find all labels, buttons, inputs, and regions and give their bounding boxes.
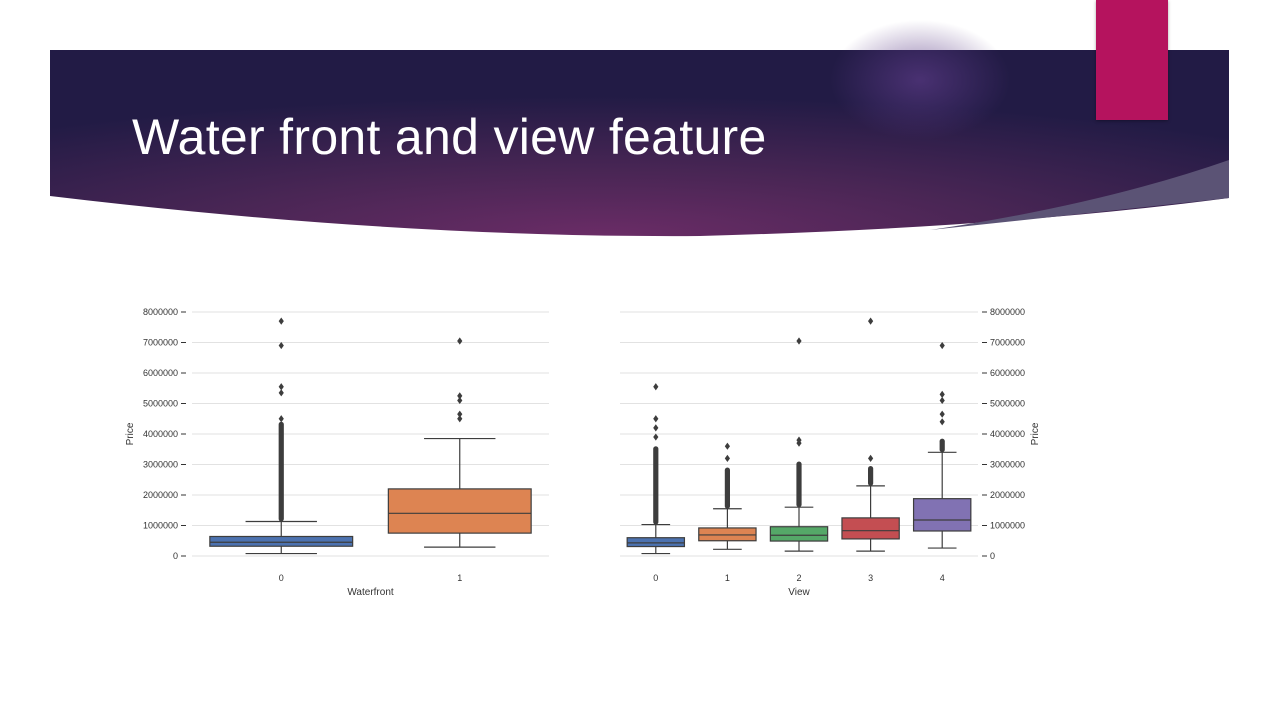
outlier-band-1 (724, 467, 730, 509)
y-axis-label: Price (125, 422, 136, 445)
x-tick-label-0: 0 (653, 573, 658, 583)
slide-title: Water front and view feature (132, 109, 767, 165)
y-tick-label-7: 7000000 (143, 338, 178, 348)
iqr-box-1 (698, 527, 757, 542)
y-tick-label-0: 0 (990, 551, 995, 561)
outlier-point-4-4 (939, 341, 945, 350)
iqr-box-0 (209, 535, 354, 547)
outlier-point-1-1 (457, 410, 463, 418)
outlier-point-1-0 (724, 454, 730, 462)
box-4: 4 (912, 341, 972, 583)
outlier-band-0 (278, 421, 284, 522)
y-tick-label-8: 8000000 (143, 307, 178, 317)
y-tick-label-6: 6000000 (990, 368, 1025, 378)
y-tick-label-7: 7000000 (990, 338, 1025, 348)
outlier-point-4-2 (939, 396, 945, 405)
outlier-point-2-1 (796, 436, 802, 444)
outlier-point-4-0 (939, 418, 945, 426)
box-3: 3 (841, 317, 900, 583)
outlier-point-1-1 (724, 442, 730, 450)
outlier-band-4 (939, 438, 945, 453)
y-tick-label-3: 3000000 (990, 460, 1025, 470)
x-axis-label: View (788, 587, 810, 598)
x-tick-label-2: 2 (796, 573, 801, 583)
outlier-point-0-0 (653, 433, 659, 441)
y-tick-label-6: 6000000 (143, 368, 178, 378)
outlier-point-1-4 (457, 337, 463, 345)
x-tick-label-1: 1 (725, 573, 730, 583)
outlier-point-3-1 (868, 317, 874, 325)
accent-tab (1096, 0, 1168, 120)
iqr-box-4 (912, 498, 972, 532)
outlier-point-4-3 (939, 390, 945, 398)
y-tick-label-4: 4000000 (990, 429, 1025, 439)
x-axis-label: Waterfront (347, 587, 394, 598)
y-tick-label-4: 4000000 (143, 429, 178, 439)
x-tick-label-3: 3 (868, 573, 873, 583)
outlier-point-0-2 (278, 383, 284, 391)
outlier-band-0 (653, 446, 659, 525)
outlier-point-0-4 (278, 317, 284, 325)
box-1: 1 (387, 337, 532, 583)
outlier-point-1-2 (457, 396, 463, 405)
banner-glow (830, 20, 1010, 140)
outlier-point-0-1 (653, 424, 659, 432)
outlier-point-1-0 (457, 415, 463, 423)
banner-swoosh (930, 160, 1229, 230)
y-tick-label-2: 2000000 (990, 490, 1025, 500)
box-2: 2 (769, 337, 829, 583)
outlier-point-3-0 (868, 454, 874, 462)
outlier-point-0-1 (278, 389, 284, 397)
x-tick-label-1: 1 (457, 573, 462, 583)
box-1: 1 (698, 442, 757, 583)
y-tick-label-5: 5000000 (143, 399, 178, 409)
view-boxplot: 0 1000000 2000000 3000000 4000000 5000000 6000… (620, 307, 1041, 598)
y-tick-label-0: 0 (173, 551, 178, 561)
iqr-box-3 (841, 517, 900, 540)
y-tick-label-3: 3000000 (143, 460, 178, 470)
y-tick-label-1: 1000000 (143, 521, 178, 531)
outlier-point-0-0 (278, 415, 284, 423)
iqr-box-1 (387, 488, 532, 534)
y-tick-label-8: 8000000 (990, 307, 1025, 317)
waterfront-boxplot: 0 1000000 2000000 3000000 4000000 5000000 6000… (125, 307, 549, 598)
box-0: 0 (626, 383, 686, 583)
box-0: 0 (209, 317, 354, 583)
outlier-point-1-3 (457, 392, 463, 400)
outlier-point-2-2 (796, 337, 802, 345)
y-tick-label-1: 1000000 (990, 521, 1025, 531)
iqr-box-0 (626, 537, 686, 548)
y-axis-label: Price (1030, 422, 1041, 445)
outlier-point-0-2 (653, 415, 659, 423)
x-tick-label-4: 4 (940, 573, 945, 583)
outlier-point-0-3 (653, 383, 659, 391)
outlier-band-2 (796, 461, 802, 508)
outlier-band-3 (868, 466, 874, 486)
outlier-point-4-1 (939, 410, 945, 418)
x-tick-label-0: 0 (279, 573, 284, 583)
y-tick-label-5: 5000000 (990, 399, 1025, 409)
title-banner (50, 20, 1229, 237)
iqr-box-2 (769, 526, 829, 542)
y-tick-label-2: 2000000 (143, 490, 178, 500)
outlier-point-0-3 (278, 341, 284, 350)
